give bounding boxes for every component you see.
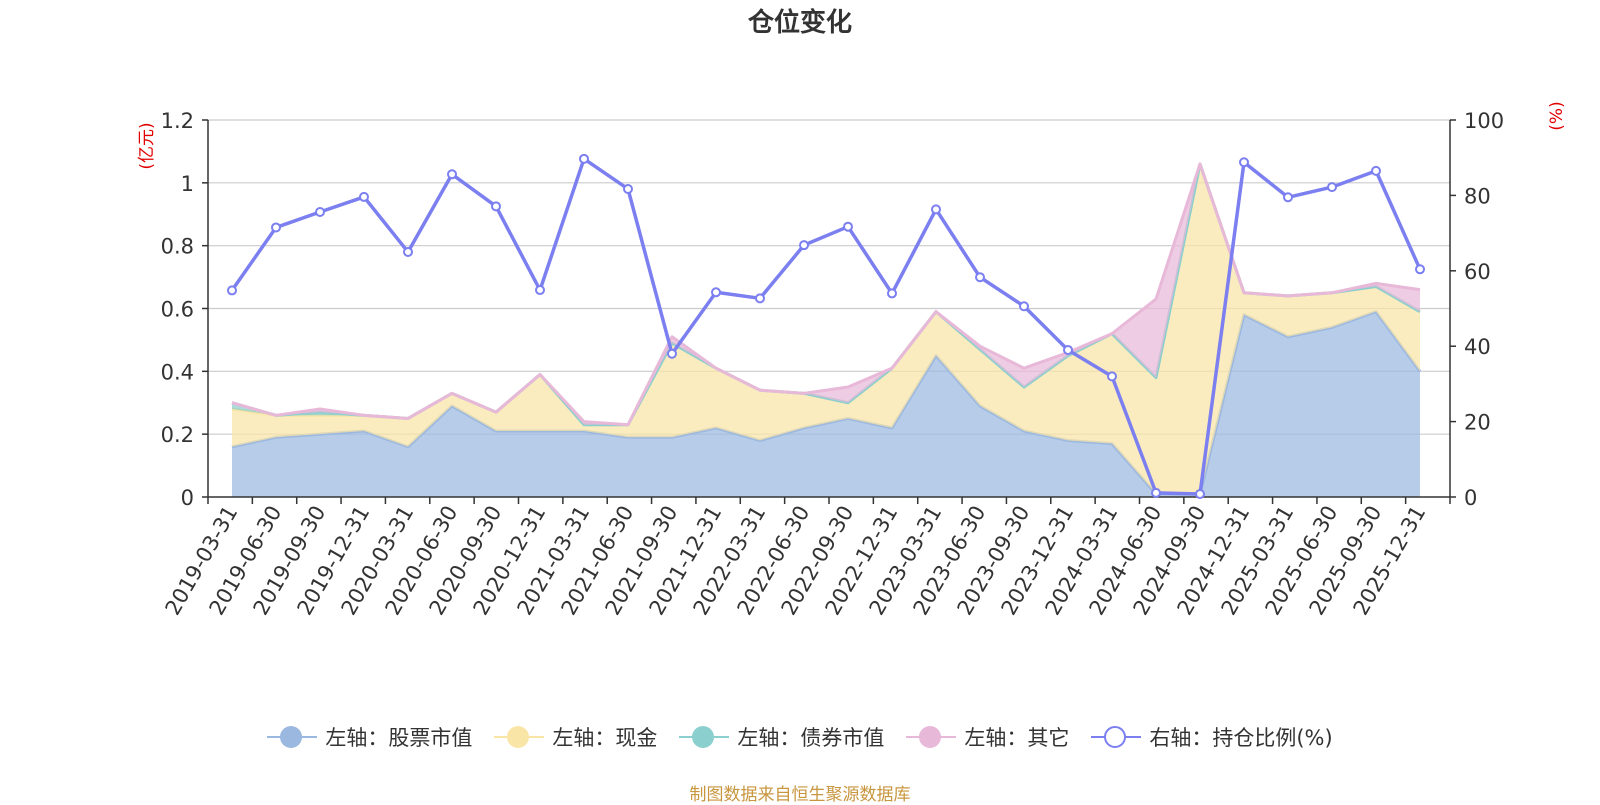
legend-item-2[interactable]: 左轴：债券市值 bbox=[679, 722, 884, 752]
area-series-1 bbox=[232, 163, 1420, 494]
ratio-point bbox=[1371, 165, 1381, 176]
legend-item-0[interactable]: 左轴：股票市值 bbox=[267, 722, 472, 752]
ratio-line bbox=[230, 157, 1422, 496]
ratio-point bbox=[227, 285, 237, 296]
legend-label: 左轴：现金 bbox=[552, 726, 658, 750]
left-axis-unit: (亿元) bbox=[137, 122, 157, 169]
legend-swatch-icon bbox=[267, 725, 318, 749]
ratio-point bbox=[843, 221, 853, 232]
left-tick-label: 1.2 bbox=[161, 109, 194, 133]
left-tick-label: 0 bbox=[181, 486, 194, 510]
ratio-point bbox=[667, 348, 677, 359]
left-tick-label: 0.8 bbox=[161, 235, 194, 259]
ratio-point bbox=[799, 240, 809, 251]
area-series-0 bbox=[232, 311, 1420, 497]
left-tick-label: 0.2 bbox=[161, 423, 194, 447]
ratio-point bbox=[1107, 371, 1117, 382]
ratio-point bbox=[1283, 192, 1293, 203]
ratio-point bbox=[1239, 157, 1249, 168]
ratio-point bbox=[931, 204, 941, 215]
right-tick-label: 0 bbox=[1464, 486, 1477, 510]
legend-swatch-icon bbox=[494, 725, 545, 749]
area-edge-3 bbox=[231, 162, 1421, 427]
ratio-point bbox=[755, 293, 765, 304]
legend-label: 左轴：债券市值 bbox=[737, 726, 885, 750]
right-tick-label: 40 bbox=[1464, 335, 1491, 359]
ratio-point bbox=[447, 169, 457, 180]
ratio-point bbox=[359, 191, 369, 202]
ratio-point bbox=[491, 201, 501, 212]
ratio-point bbox=[579, 153, 589, 164]
legend-item-1[interactable]: 左轴：现金 bbox=[494, 722, 657, 752]
ratio-point bbox=[1063, 344, 1073, 355]
legend-swatch-icon bbox=[906, 725, 957, 749]
ratio-point bbox=[1415, 264, 1425, 275]
ratio-point bbox=[1327, 182, 1337, 193]
ratio-point bbox=[623, 183, 633, 194]
area-layer bbox=[231, 162, 1422, 497]
legend-label: 右轴：持仓比例(%) bbox=[1149, 726, 1333, 750]
ratio-point bbox=[711, 287, 721, 298]
left-tick-label: 0.6 bbox=[161, 298, 194, 322]
ratio-point bbox=[403, 246, 413, 257]
left-tick-label: 1 bbox=[181, 172, 194, 196]
ratio-point bbox=[271, 222, 281, 233]
right-tick-label: 100 bbox=[1464, 109, 1504, 133]
legend-item-4[interactable]: 右轴：持仓比例(%) bbox=[1091, 722, 1333, 752]
ratio-point bbox=[1195, 488, 1205, 499]
ratio-point bbox=[975, 272, 985, 283]
ratio-point bbox=[535, 285, 545, 296]
right-axis-unit: (%) bbox=[1547, 101, 1567, 130]
ratio-point bbox=[1151, 487, 1161, 498]
legend-label: 左轴：其它 bbox=[964, 726, 1070, 750]
legend: 左轴：股票市值 左轴：现金 左轴：债券市值 左轴：其它 右轴：持仓比例(%) bbox=[0, 722, 1600, 752]
right-tick-label: 20 bbox=[1464, 411, 1491, 435]
line-layer bbox=[227, 153, 1425, 499]
legend-swatch-icon bbox=[1091, 725, 1142, 749]
source-note: 制图数据来自恒生聚源数据库 bbox=[689, 785, 911, 805]
legend-swatch-icon bbox=[679, 725, 730, 749]
ratio-point bbox=[315, 206, 325, 217]
right-tick-label: 80 bbox=[1464, 184, 1491, 208]
left-tick-label: 0.4 bbox=[161, 360, 194, 384]
chart-title: 仓位变化 bbox=[747, 8, 852, 38]
ratio-point bbox=[887, 288, 897, 299]
ratio-point bbox=[1019, 301, 1029, 312]
right-tick-label: 60 bbox=[1464, 260, 1491, 284]
legend-item-3[interactable]: 左轴：其它 bbox=[906, 722, 1069, 752]
legend-label: 左轴：股票市值 bbox=[325, 726, 473, 750]
